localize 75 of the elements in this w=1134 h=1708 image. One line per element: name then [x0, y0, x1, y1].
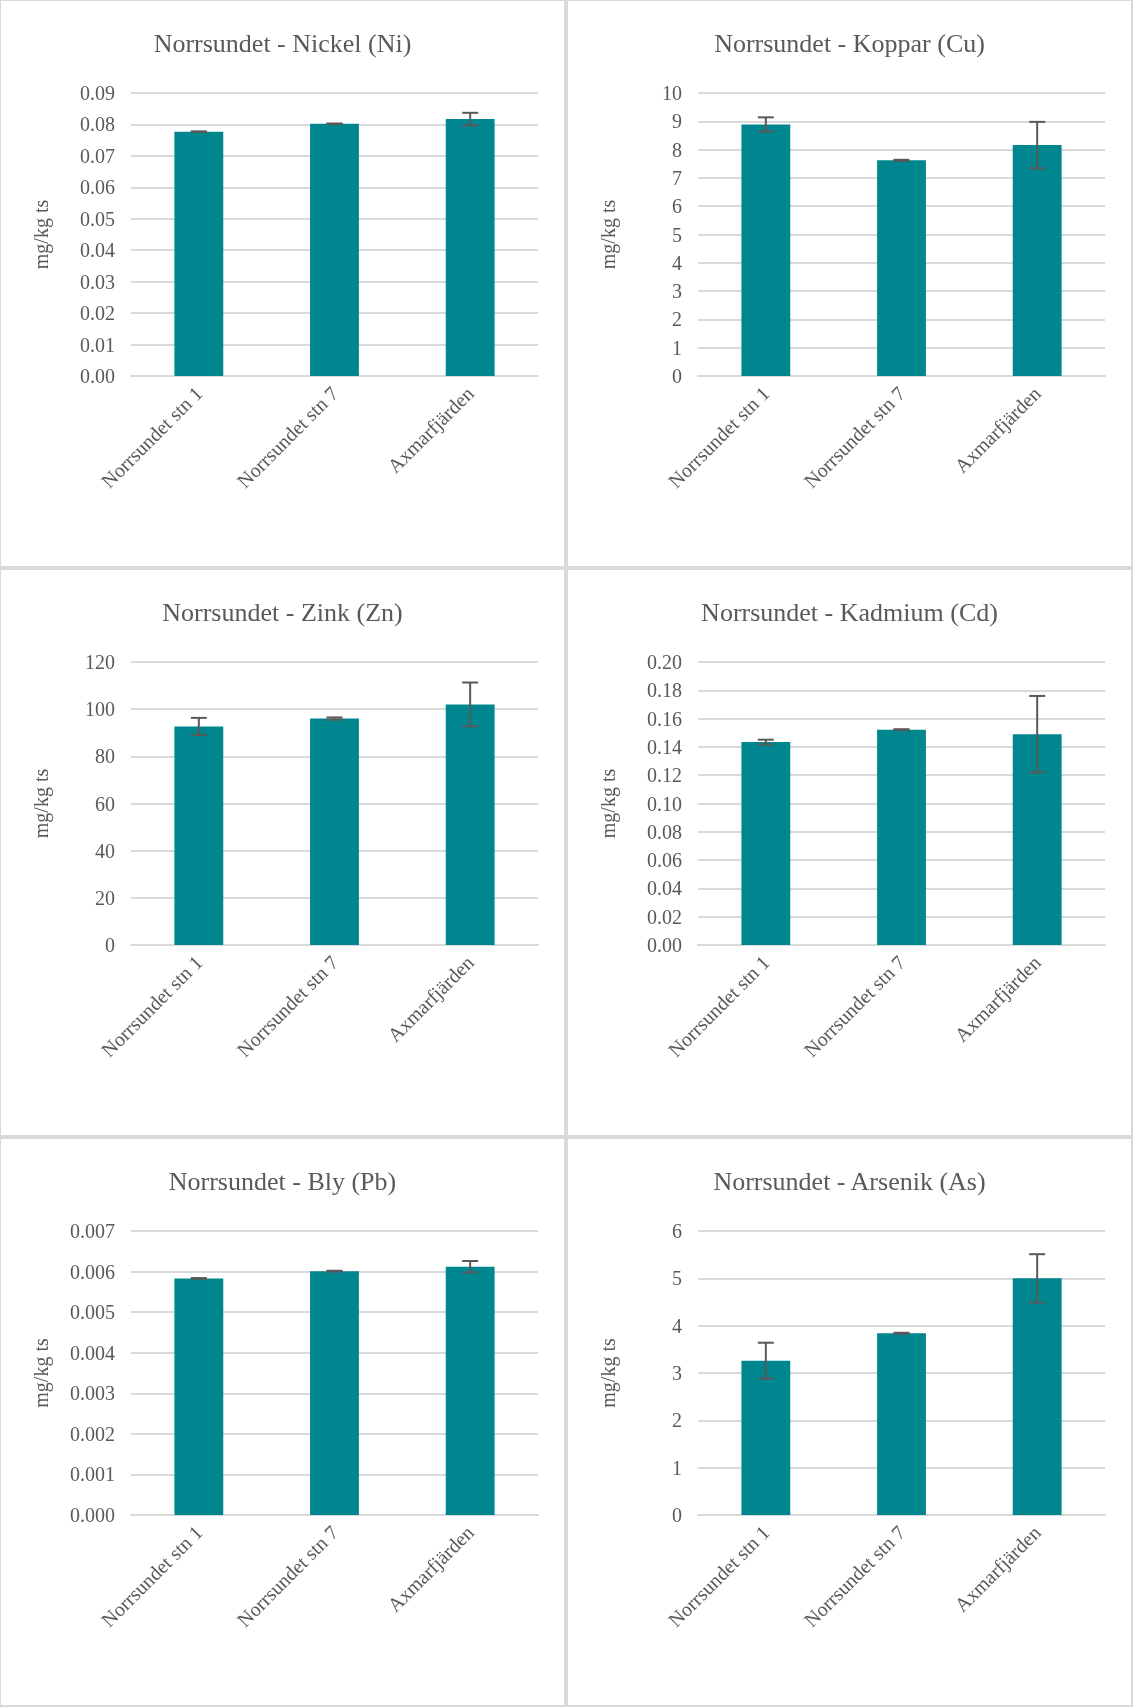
y-axis-title: mg/kg ts: [597, 199, 620, 270]
y-tick-label: 0.03: [80, 270, 115, 293]
y-tick-label: 0.002: [70, 1422, 115, 1445]
y-axis-title: mg/kg ts: [597, 768, 620, 839]
y-tick-label: 0.18: [647, 679, 682, 702]
bar: [877, 160, 926, 376]
chart-title: Norrsundet - Zink (Zn): [162, 597, 403, 627]
y-tick-label: 0.02: [647, 905, 682, 928]
bar: [877, 1333, 926, 1515]
y-tick-label: 0.02: [80, 302, 115, 325]
y-tick-label: 0.14: [647, 735, 682, 758]
chart-title: Norrsundet - Kadmium (Cd): [701, 597, 998, 627]
y-tick-label: 3: [672, 280, 682, 303]
y-axis-title: mg/kg ts: [597, 1338, 620, 1408]
y-tick-label: 0.09: [80, 82, 115, 104]
y-tick-label: 0.00: [80, 365, 115, 387]
bar: [1012, 145, 1062, 376]
y-tick-label: 0.07: [80, 144, 115, 167]
y-tick-label: 0.05: [80, 207, 115, 230]
chart-title: Norrsundet - Nickel (Ni): [153, 28, 412, 58]
bar: [741, 1360, 791, 1515]
bar: [1012, 1278, 1062, 1515]
y-tick-label: 5: [672, 223, 682, 246]
y-tick-label: 5: [672, 1267, 682, 1290]
y-tick-label: 0: [672, 1504, 682, 1526]
y-tick-label: 2: [672, 1409, 682, 1432]
chart-title: Norrsundet - Bly (Pb): [168, 1166, 397, 1196]
y-tick-label: 0.007: [70, 1220, 115, 1242]
y-tick-label: 20: [95, 886, 115, 909]
y-tick-label: 0.06: [80, 176, 115, 199]
y-axis-title: mg/kg ts: [30, 768, 53, 839]
y-tick-label: 3: [672, 1362, 682, 1384]
y-tick-label: 60: [95, 792, 115, 815]
bar: [174, 726, 224, 945]
chart-title: Norrsundet - Koppar (Cu): [714, 28, 985, 58]
y-tick-label: 40: [95, 839, 115, 862]
y-tick-label: 6: [672, 1220, 682, 1242]
y-tick-label: 2: [672, 308, 682, 331]
y-tick-label: 0.16: [647, 707, 682, 730]
y-tick-label: 9: [672, 110, 682, 133]
y-tick-label: 0.12: [647, 764, 682, 787]
y-tick-label: 0.006: [70, 1260, 115, 1283]
chart-title: Norrsundet - Arsenik (As): [713, 1166, 986, 1196]
y-tick-label: 10: [662, 82, 682, 104]
y-tick-label: 80: [95, 745, 115, 768]
y-tick-label: 0.004: [70, 1341, 115, 1364]
y-tick-label: 0.10: [647, 792, 682, 815]
y-tick-label: 4: [672, 1314, 682, 1337]
y-tick-label: 0.08: [647, 820, 682, 843]
y-tick-label: 1: [672, 336, 682, 359]
y-tick-label: 0.003: [70, 1382, 115, 1405]
y-tick-label: 0.06: [647, 849, 682, 872]
y-tick-label: 4: [672, 251, 682, 274]
y-tick-label: 100: [85, 698, 115, 721]
y-tick-label: 0: [105, 934, 115, 956]
y-tick-label: 0.20: [647, 651, 682, 673]
bar: [310, 718, 359, 945]
y-tick-label: 0.001: [70, 1463, 115, 1486]
y-tick-label: 1: [672, 1456, 682, 1479]
y-tick-label: 0.04: [647, 877, 682, 900]
y-axis-title: mg/kg ts: [30, 1338, 53, 1408]
y-tick-label: 0.01: [80, 333, 115, 356]
y-tick-label: 0.005: [70, 1301, 115, 1324]
y-tick-label: 120: [85, 651, 115, 673]
y-tick-label: 0.00: [647, 934, 682, 956]
y-axis-title: mg/kg ts: [30, 199, 53, 270]
bar: [741, 124, 791, 376]
bar: [445, 704, 495, 945]
y-tick-label: 0.04: [80, 239, 115, 262]
y-tick-label: 0.08: [80, 113, 115, 136]
y-tick-label: 7: [672, 166, 682, 189]
y-tick-label: 0.000: [70, 1504, 115, 1526]
y-tick-label: 0: [672, 365, 682, 387]
y-tick-label: 6: [672, 195, 682, 218]
y-tick-label: 8: [672, 138, 682, 161]
